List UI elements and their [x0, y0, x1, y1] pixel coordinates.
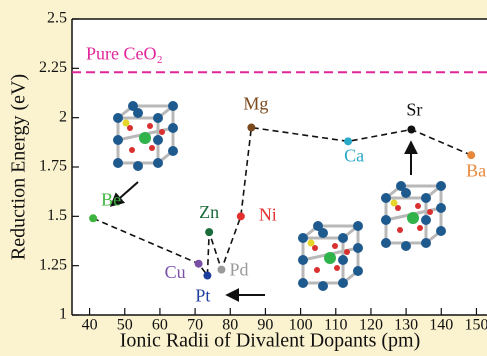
x-tick-label: 140 [429, 317, 453, 334]
point [467, 151, 475, 159]
y-tick-label: 2 [59, 108, 67, 125]
x-tick-label: 100 [289, 317, 313, 334]
point-label: Ba [466, 160, 486, 180]
point-label: Ni [259, 204, 277, 224]
x-tick-label: 90 [257, 317, 273, 334]
point [237, 212, 245, 220]
point-label: Be [101, 189, 121, 209]
x-tick-label: 80 [222, 317, 238, 334]
point [407, 126, 415, 134]
x-tick-label: 150 [464, 317, 487, 334]
point [203, 272, 211, 280]
y-axis-title: Reduction Energy (eV) [8, 74, 30, 260]
point-label: Pd [229, 260, 248, 280]
page: {"chart_data": { "type": "scatter", "x_l… [0, 0, 487, 356]
y-tick-label: 1 [59, 306, 67, 323]
point [217, 266, 225, 274]
x-tick-label: 110 [324, 317, 347, 334]
y-tick-label: 2.25 [39, 59, 67, 76]
point [205, 228, 213, 236]
point-label: Pt [195, 286, 210, 306]
point-label: Sr [406, 100, 422, 120]
point [89, 214, 97, 222]
point-label: Mg [243, 94, 268, 114]
y-tick-label: 1.25 [39, 256, 67, 273]
y-tick-label: 1.5 [47, 207, 67, 224]
x-tick-label: 50 [117, 317, 133, 334]
y-tick-label: 2.5 [47, 10, 67, 27]
y-tick-label: 1.75 [39, 158, 67, 175]
point [247, 124, 255, 132]
chart: Ionic Radii of Divalent Dopants (pm) Red… [0, 0, 487, 356]
point-label: Cu [165, 262, 186, 282]
x-tick-label: 40 [82, 317, 98, 334]
reference-label: Pure CeO₂ [86, 43, 163, 63]
point-label: Ca [344, 145, 364, 165]
point [344, 137, 352, 145]
x-tick-label: 120 [359, 317, 383, 334]
point-label: Zn [199, 202, 219, 222]
point [195, 260, 203, 268]
x-tick-label: 60 [152, 317, 168, 334]
x-tick-label: 70 [187, 317, 203, 334]
x-tick-label: 130 [394, 317, 418, 334]
